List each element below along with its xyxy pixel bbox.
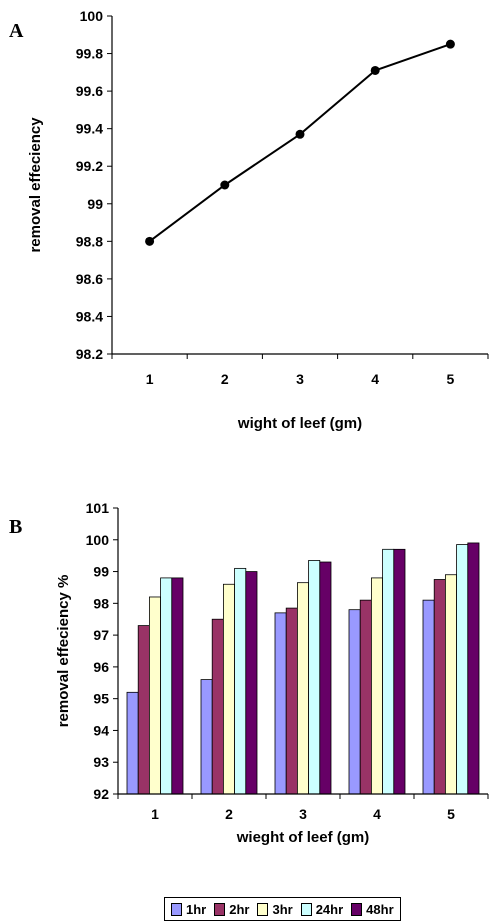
chart-b-bar-48hr-4: [393, 548, 406, 795]
chart-b-y-tick-label: 93: [93, 754, 109, 770]
chart-b-bar-2hr-4: [359, 599, 372, 795]
chart-b-bar-24hr-1: [160, 577, 173, 795]
chart-b-x-tick-label: 1: [151, 806, 159, 822]
chart-b-bar-3hr-3: [296, 582, 309, 795]
legend-item-48hr: 48hr: [351, 901, 394, 917]
chart-b-bar-1hr-4: [348, 609, 361, 795]
chart-b-bar-3hr-2: [222, 583, 235, 795]
legend-label-24hr: 24hr: [315, 901, 344, 917]
chart-b-x-tick-label: 4: [373, 806, 381, 822]
chart-b-y-tick-label: 92: [93, 786, 109, 802]
legend-label-2hr: 2hr: [229, 901, 250, 917]
chart-b-bar-3hr-5: [444, 574, 457, 795]
legend-label-3hr: 3hr: [272, 901, 293, 917]
chart-a-y-tick-label: 99: [87, 196, 103, 212]
legend-label-1hr: 1hr: [186, 901, 207, 917]
chart-a-x-tick-label: 5: [447, 371, 455, 387]
chart-a-x-tick-label: 4: [371, 371, 379, 387]
chart-a-y-axis-label: removal effeciency: [27, 117, 44, 253]
legend-swatch-2hr: [214, 902, 226, 916]
chart-a-y-tick-label: 99.4: [76, 121, 103, 137]
chart-a-y-tick-label: 100: [80, 8, 104, 24]
chart-a-data-point: [220, 180, 230, 190]
chart-b-bar-48hr-5: [467, 542, 480, 795]
legend-item-2hr: 2hr: [214, 902, 249, 917]
legend-item-3hr: 3hr: [257, 901, 293, 917]
chart-b-x-tick-label: 5: [447, 806, 455, 822]
chart-b-bar-24hr-3: [308, 560, 321, 795]
chart-b-y-tick-label: 94: [93, 722, 109, 738]
chart-a-y-tick-label: 99.2: [76, 158, 103, 174]
chart-b-y-tick-label: 97: [93, 627, 109, 643]
chart-a-y-tick-label: 98.8: [76, 233, 103, 249]
chart-a-data-point: [145, 236, 155, 246]
chart-b-bar-48hr-2: [245, 571, 258, 795]
chart-a-y-tick-label: 99.6: [76, 83, 103, 99]
chart-b-bar-1hr-5: [422, 599, 435, 795]
legend-swatch-24hr: [300, 902, 312, 916]
chart-b-y-tick-label: 100: [86, 532, 110, 548]
chart-b-bar: 92 93 94 95 96 97 98 99 100 101 1 2 3 4 5 wieght of lee…: [55, 500, 489, 846]
chart-a-data-point: [445, 39, 455, 49]
chart-b-y-tick-label: 101: [86, 500, 110, 516]
chart-b-bar-24hr-5: [456, 544, 469, 795]
chart-a-y-tick-label: 98.4: [76, 308, 103, 324]
chart-a-x-tick-label: 1: [146, 371, 154, 387]
chart-b-x-tick-label: 2: [225, 806, 233, 822]
chart-b-bar-2hr-2: [211, 618, 224, 795]
chart-b-x-axis-label: wieght of leef (gm): [236, 829, 370, 846]
panel-label-b: B: [9, 516, 23, 538]
chart-b-bar-2hr-5: [433, 579, 446, 795]
chart-a-data-point: [295, 129, 305, 139]
chart-a-x-tick-label: 3: [296, 371, 304, 387]
chart-a-y-tick-label: 98.6: [76, 271, 103, 287]
chart-b-y-tick-label: 99: [93, 564, 109, 580]
legend-item-24hr: 24hr: [300, 901, 344, 917]
chart-b-bar-2hr-3: [285, 607, 298, 795]
chart-b-bar-48hr-3: [319, 561, 332, 795]
legend-swatch-3hr: [257, 902, 269, 916]
chart-a-data-point: [370, 65, 380, 75]
chart-a-y-tick-label: 98.2: [76, 346, 103, 362]
chart-b-y-tick-label: 95: [93, 691, 109, 707]
chart-b-bar-3hr-1: [148, 596, 161, 795]
chart-b-bar-1hr-1: [126, 691, 139, 795]
chart-a-x-tick-label: 2: [221, 371, 229, 387]
legend-item-1hr: 1hr: [171, 902, 206, 917]
legend-label-48hr: 48hr: [366, 901, 394, 917]
panel-label-a: A: [9, 20, 24, 42]
chart-a-x-axis-label: wight of leef (gm): [237, 415, 362, 432]
legend-swatch-1hr: [171, 902, 182, 916]
chart-a-line: 98.2 98.4 98.6 98.8 99 99.2 99.4 99.6 99.8 100 1 2 3…: [27, 8, 489, 432]
chart-b-bar-3hr-4: [370, 577, 383, 795]
chart-b-y-axis-label: removal effeciency %: [55, 575, 72, 728]
chart-b-bar-24hr-4: [382, 548, 395, 795]
chart-b-y-tick-label: 96: [93, 659, 109, 675]
chart-b-bar-2hr-1: [137, 625, 150, 795]
chart-b-legend: 1hr 2hr 3hr 24hr 48hr: [164, 897, 401, 921]
chart-b-bar-48hr-1: [171, 577, 184, 795]
chart-b-bar-1hr-2: [200, 679, 213, 795]
chart-a-y-tick-label: 99.8: [76, 46, 103, 62]
chart-b-y-tick-label: 98: [93, 595, 109, 611]
chart-b-x-tick-label: 3: [299, 806, 307, 822]
legend-swatch-48hr: [351, 902, 363, 916]
chart-b-bar-24hr-2: [234, 567, 247, 795]
chart-b-bar-1hr-3: [274, 612, 287, 795]
